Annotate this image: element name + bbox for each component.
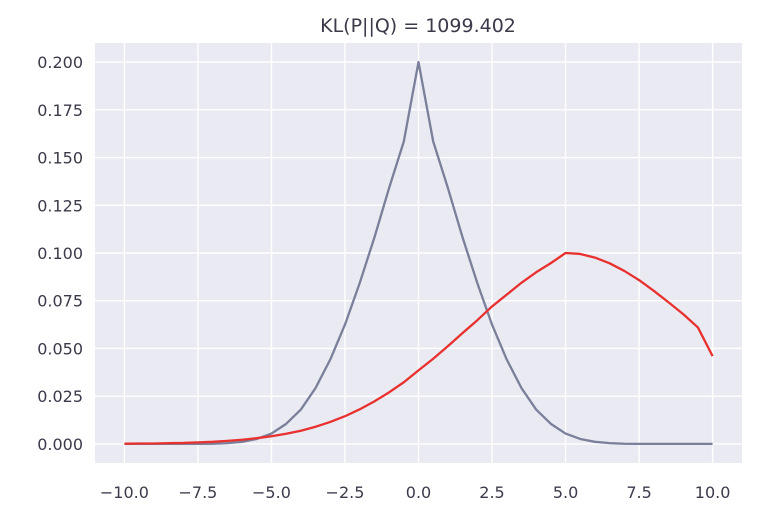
series-layer xyxy=(124,60,714,446)
x-tick-label: −10.0 xyxy=(100,483,149,502)
y-tick-label: 0.075 xyxy=(37,292,83,311)
x-tick-label: 10.0 xyxy=(695,483,731,502)
y-tick-label: 0.025 xyxy=(37,387,83,406)
x-axis-tick-labels: −10.0 −7.5 −5.0 −2.5 0.0 2.5 5.0 7.5 10.0 xyxy=(100,483,731,502)
y-tick-label: 0.000 xyxy=(37,435,83,454)
y-tick-label: 0.150 xyxy=(37,149,83,168)
y-axis-tick-labels: 0.000 0.025 0.050 0.075 0.100 0.125 0.150 0.175… xyxy=(37,53,83,454)
x-tick-label: 7.5 xyxy=(626,483,651,502)
series-line-2 xyxy=(124,251,714,445)
chart-title: KL(P||Q) = 1099.402 xyxy=(320,15,516,37)
y-tick-label: 0.100 xyxy=(37,244,83,263)
y-tick-label: 0.175 xyxy=(37,101,83,120)
x-tick-label: −5.0 xyxy=(252,483,291,502)
x-tick-label: 5.0 xyxy=(553,483,578,502)
y-tick-label: 0.200 xyxy=(37,53,83,72)
x-tick-label: 0.0 xyxy=(406,483,431,502)
y-tick-label: 0.125 xyxy=(37,196,83,215)
x-tick-label: −2.5 xyxy=(326,483,365,502)
y-tick-label: 0.050 xyxy=(37,339,83,358)
series-line-1 xyxy=(124,60,713,446)
x-tick-label: 2.5 xyxy=(479,483,504,502)
x-tick-label: −7.5 xyxy=(179,483,218,502)
